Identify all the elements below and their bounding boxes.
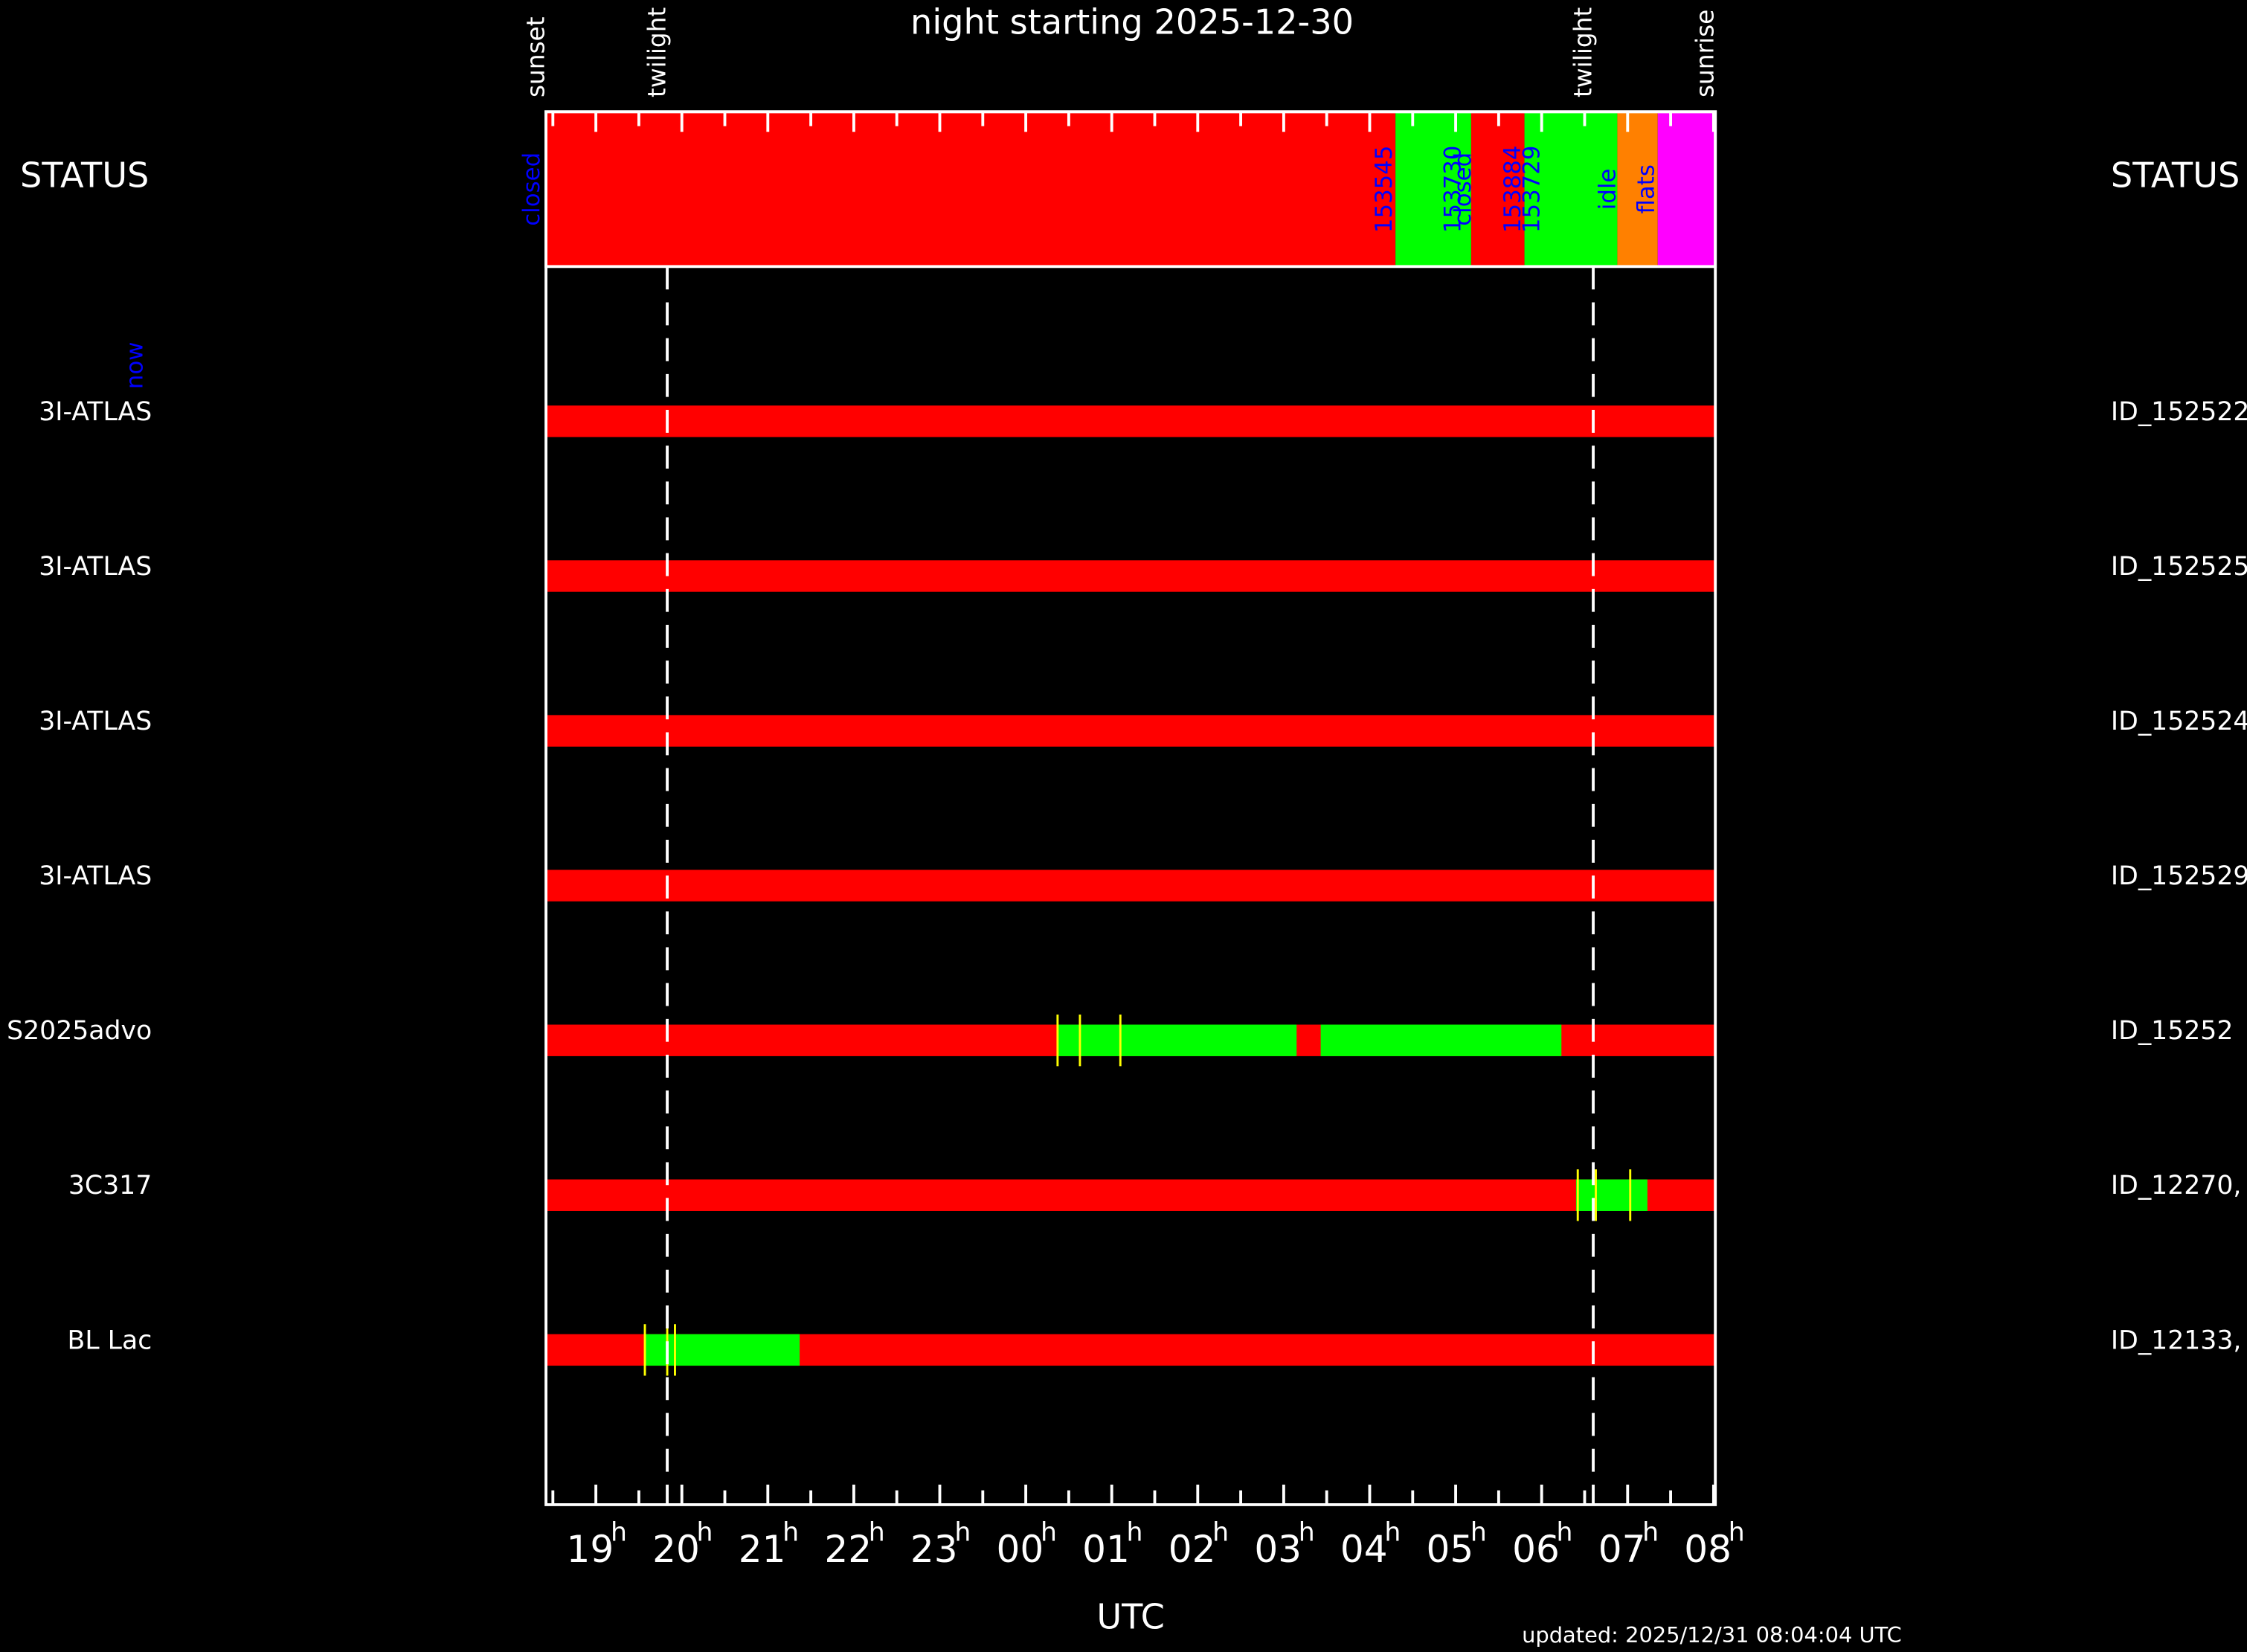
status-text: 153545 [1371, 146, 1398, 234]
event-label: twilight [1569, 7, 1597, 97]
row-id: ID_12270, [2111, 1171, 2242, 1201]
x-tick-unit: h [611, 1517, 627, 1547]
row-name: 3I-ATLAS [39, 861, 152, 891]
status-text: 153884 [1499, 146, 1526, 234]
row-name: 3I-ATLAS [39, 397, 152, 427]
done-segment [1575, 1179, 1648, 1211]
row-bar [546, 870, 1716, 901]
status-segment [1395, 112, 1471, 267]
row-id: ID_152525 [2111, 552, 2247, 582]
x-tick-label: 20 [652, 1528, 700, 1571]
event-label: sunset [522, 16, 550, 97]
row-name: 3I-ATLAS [39, 707, 152, 736]
x-tick-unit: h [1642, 1517, 1659, 1547]
row-id: ID_152529 [2111, 861, 2247, 891]
x-tick-unit: h [1729, 1517, 1745, 1547]
event-label: twilight [643, 7, 672, 97]
row-bar [546, 1179, 1716, 1211]
x-tick-unit: h [1127, 1517, 1143, 1547]
status-text: idle [1594, 168, 1621, 210]
row-id: ID_152524 [2111, 707, 2247, 736]
done-segment [1057, 1024, 1297, 1056]
status-segment [1657, 112, 1716, 267]
x-tick-label: 23 [910, 1528, 958, 1571]
row-id: ID_15252 [2111, 1016, 2233, 1046]
row-id: ID_12133, [2111, 1325, 2242, 1355]
x-tick-label: 07 [1598, 1528, 1646, 1571]
row-name: 3C317 [68, 1171, 152, 1201]
status-text: closed [518, 152, 545, 226]
x-tick-unit: h [1557, 1517, 1573, 1547]
x-tick-label: 06 [1512, 1528, 1560, 1571]
event-label: sunrise [1691, 10, 1720, 97]
x-tick-label: 03 [1254, 1528, 1302, 1571]
x-tick-label: 21 [739, 1528, 786, 1571]
x-tick-label: 19 [567, 1528, 614, 1571]
row-name: BL Lac [68, 1325, 152, 1355]
row-id: ID_152522 [2111, 397, 2247, 427]
plot-frame [544, 110, 1717, 1506]
x-tick-label: 02 [1168, 1528, 1216, 1571]
status-segment [1617, 112, 1658, 267]
x-tick-unit: h [697, 1517, 713, 1547]
x-tick-unit: h [782, 1517, 799, 1547]
row-bar [546, 560, 1716, 592]
done-segment [645, 1334, 800, 1366]
status-label-left: STATUS [20, 155, 149, 195]
updated-note: updated: 2025/12/31 08:04:04 UTC [1522, 1622, 1902, 1648]
status-text: closed [1450, 152, 1476, 226]
x-tick-unit: h [1041, 1517, 1057, 1547]
x-tick-label: 08 [1684, 1528, 1732, 1571]
x-tick-unit: h [1384, 1517, 1401, 1547]
status-segment [546, 112, 1396, 267]
x-tick-unit: h [954, 1517, 971, 1547]
now-label: now [122, 341, 149, 389]
status-segment [1524, 112, 1618, 267]
x-tick-label: 05 [1427, 1528, 1474, 1571]
done-segment [1320, 1024, 1562, 1056]
status-text: flats [1633, 164, 1659, 213]
status-segment [1470, 112, 1525, 267]
x-tick-unit: h [1212, 1517, 1229, 1547]
x-tick-label: 01 [1082, 1528, 1130, 1571]
x-tick-label: 22 [824, 1528, 872, 1571]
row-name: 3I-ATLAS [39, 552, 152, 582]
x-tick-label: 04 [1340, 1528, 1388, 1571]
chart-title: night starting 2025-12-30 [910, 1, 1354, 42]
x-tick-label: 00 [997, 1528, 1044, 1571]
status-text: 153730 [1439, 146, 1466, 234]
x-axis-title: UTC [1096, 1597, 1165, 1637]
status-text: 153729 [1519, 146, 1546, 234]
x-tick-unit: h [1470, 1517, 1487, 1547]
x-tick-unit: h [1299, 1517, 1315, 1547]
x-tick-unit: h [869, 1517, 885, 1547]
row-bar [546, 715, 1716, 747]
status-label-right: STATUS [2111, 155, 2240, 195]
row-bar [546, 405, 1716, 437]
row-name: S2025advo [7, 1016, 152, 1046]
